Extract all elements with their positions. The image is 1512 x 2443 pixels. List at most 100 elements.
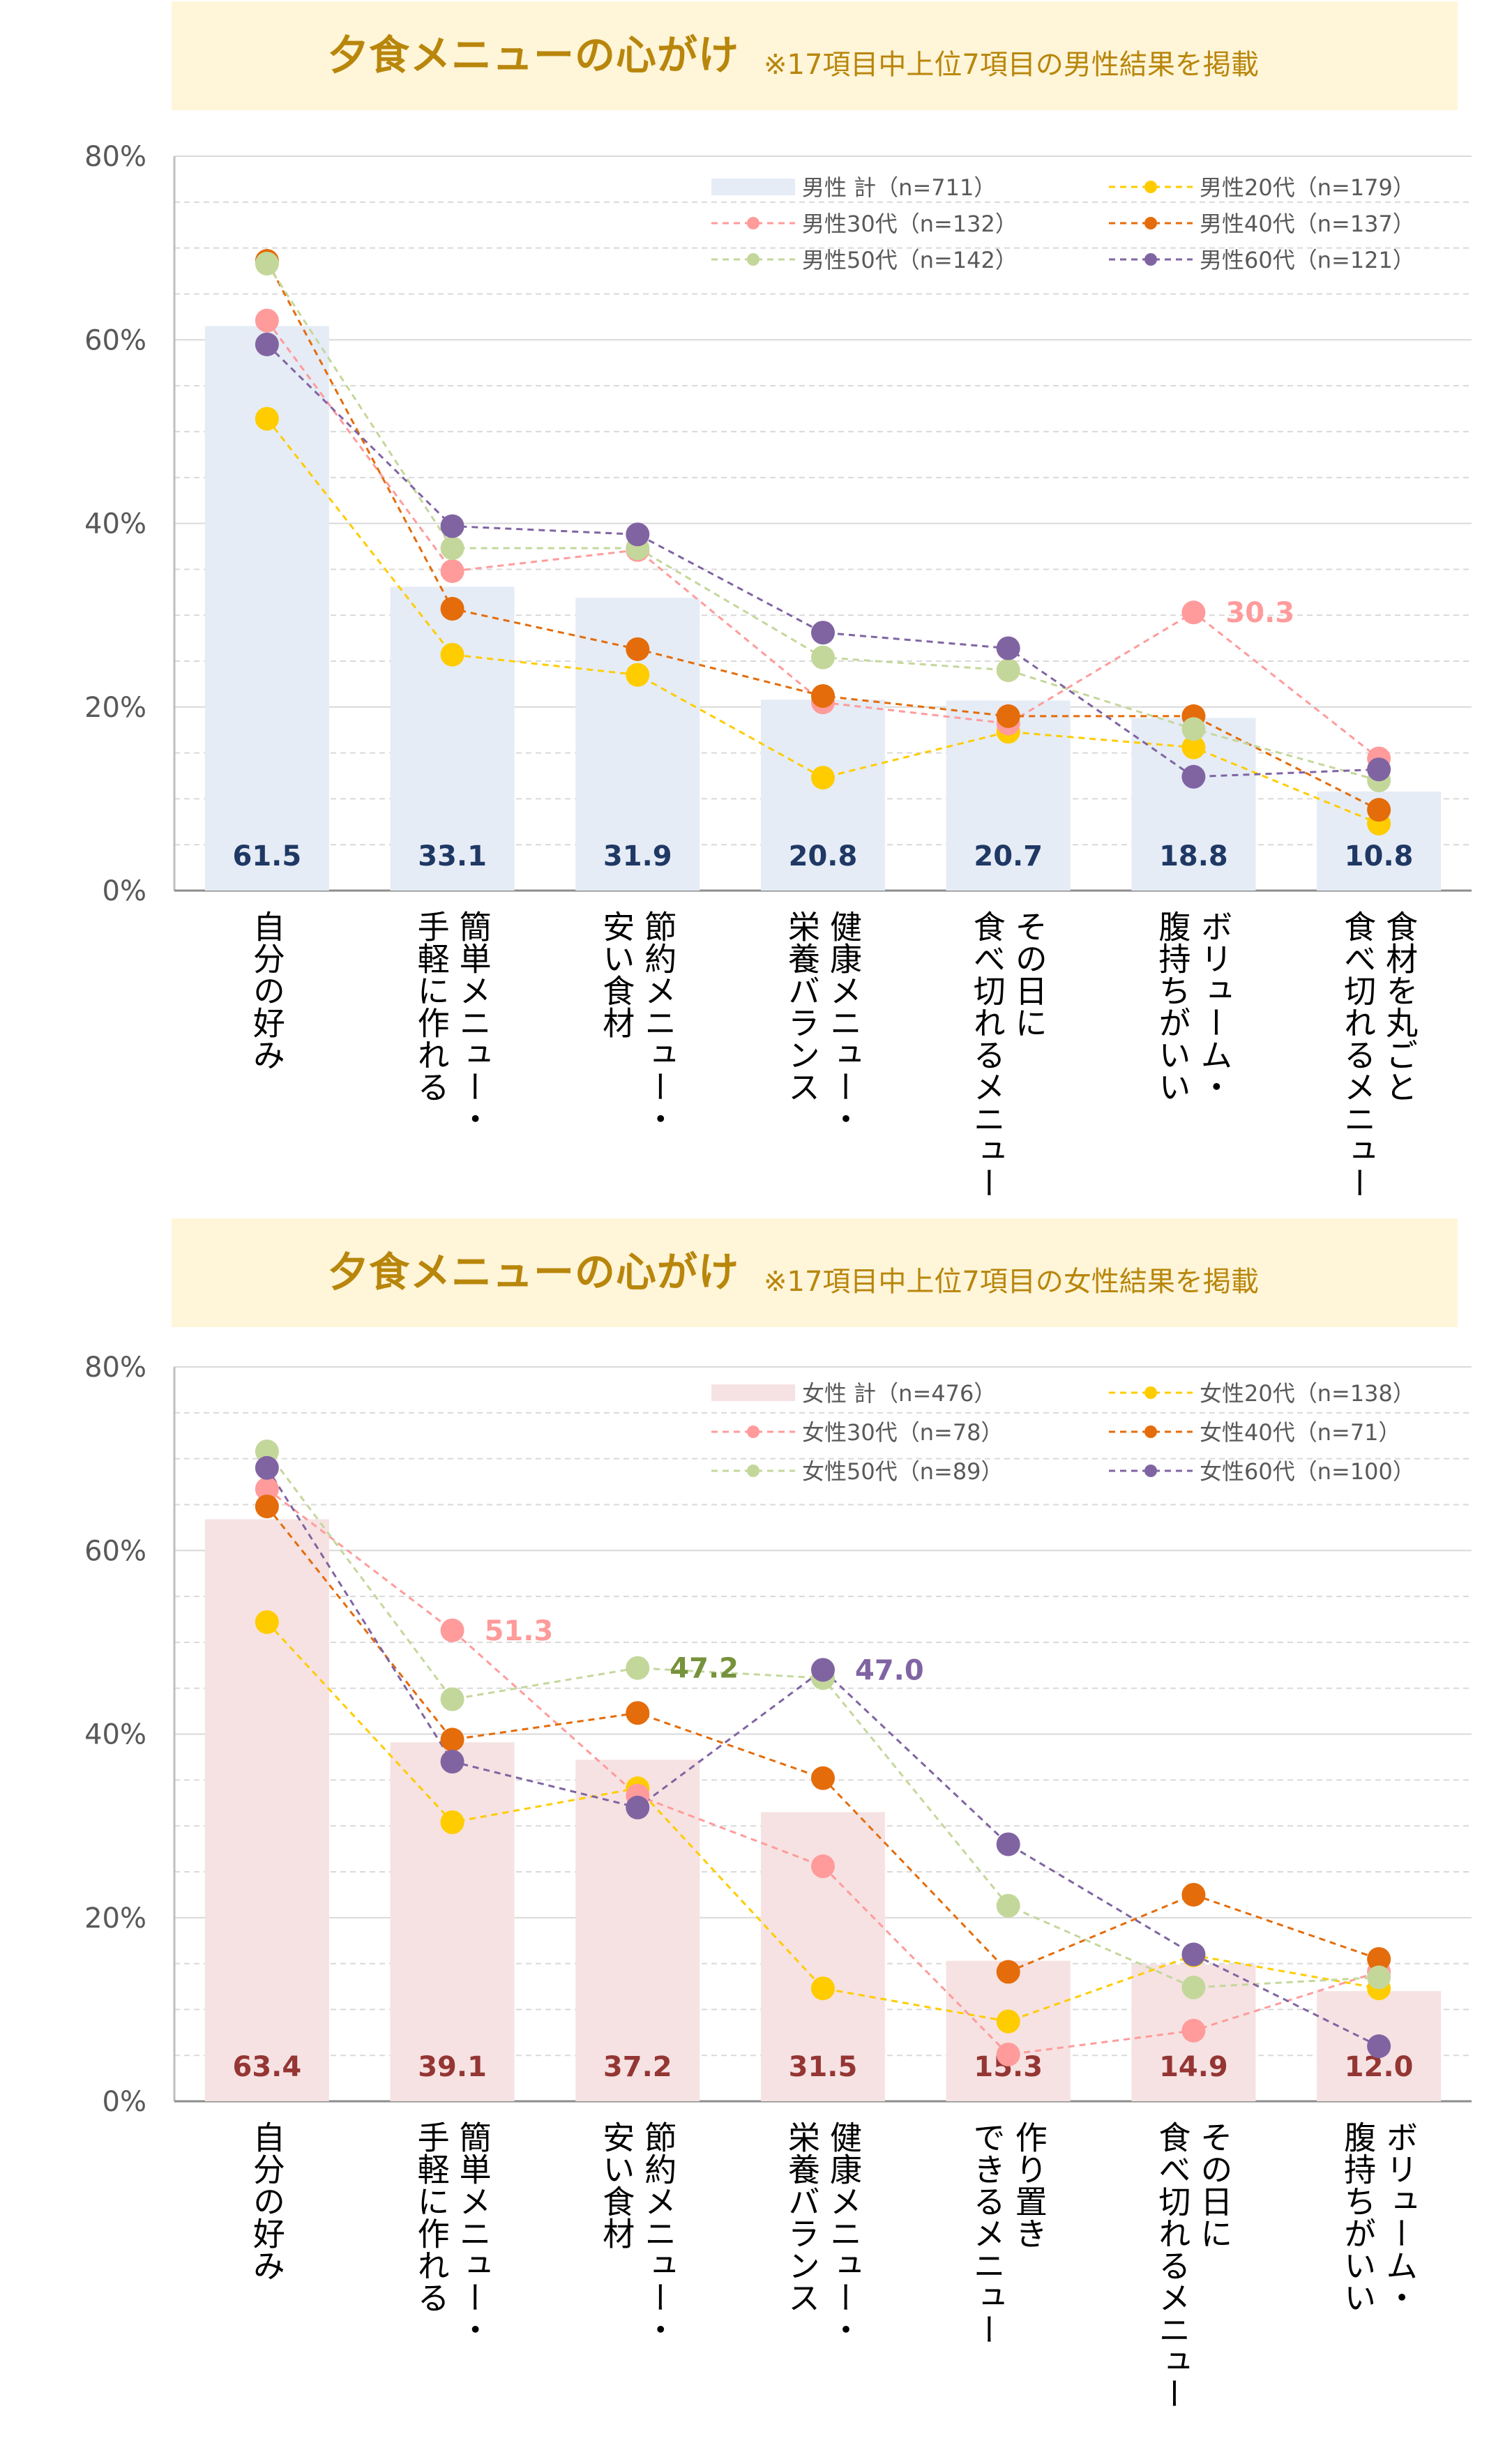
male-chart-category-label: 自分の好み [248, 910, 286, 1071]
male-chart-bar-value-label: 61.5 [233, 840, 302, 872]
female-chart-category-label: 安い食材 [598, 2121, 635, 2249]
male-chart-category-label: 手軽に作れる [413, 910, 451, 1103]
female-chart-y-tick-label: 0% [103, 2086, 146, 2118]
female-chart-series-point [255, 1477, 279, 1502]
female-chart-bar-value-label: 39.1 [418, 2051, 487, 2083]
female-chart-series-point [255, 1455, 279, 1480]
female-chart-legend-label: 女性60代（n=100） [1200, 1458, 1415, 1485]
male-chart-series-point [440, 596, 464, 621]
female-chart-category-label: ボリューム・ [1381, 2121, 1419, 2313]
female-chart-category-label: できるメニュー [969, 2121, 1006, 2345]
male-chart-y-tick-label: 60% [84, 324, 146, 356]
male-chart-y-tick-label: 40% [84, 508, 146, 540]
male-chart-series-point [255, 407, 279, 431]
female-chart-bar-value-label: 37.2 [603, 2051, 672, 2083]
male-chart-series-point [255, 308, 279, 333]
female-chart-annotation-label: 47.0 [855, 1654, 924, 1686]
male-chart-series-point [1181, 717, 1206, 741]
female-chart-y-tick-label: 80% [84, 1352, 146, 1384]
male-chart-header [172, 1, 1458, 110]
female-chart-series-point [1367, 1946, 1391, 1971]
male-chart-series-point [1181, 735, 1206, 759]
female-chart-annotation-label: 47.2 [670, 1653, 739, 1685]
female-chart-category-label: 簡単メニュー・ [455, 2121, 492, 2345]
female-chart-category-label: 自分の好み [248, 2121, 286, 2281]
female-chart-series-point [996, 2009, 1020, 2034]
male-chart-series-point [440, 559, 464, 583]
male-chart-category-label: 栄養バランス [783, 910, 821, 1103]
female-chart-series-point [811, 1976, 835, 2001]
male-chart-y-tick-label: 80% [84, 141, 146, 173]
female-chart-series-point [1367, 1965, 1391, 1990]
female-chart-category-label: 食べ切れるメニュー [1154, 2121, 1191, 2410]
female-chart-category-label: 節約メニュー・ [640, 2121, 677, 2345]
male-chart-legend-marker [1144, 217, 1157, 229]
male-chart-series-point [440, 514, 464, 538]
female-chart-category-label: その日に [1195, 2121, 1233, 2249]
female-chart-legend-label: 女性20代（n=138） [1200, 1380, 1415, 1407]
male-chart-legend-marker [747, 217, 759, 229]
female-chart-category-label: 手軽に作れる [413, 2121, 451, 2313]
female-chart-category-label: 腹持ちがいい [1339, 2121, 1377, 2313]
male-chart-series-point [996, 636, 1020, 660]
male-chart-series-point [811, 621, 835, 645]
male-chart-series-point [626, 637, 650, 661]
male-chart-bar-value-label: 18.8 [1159, 840, 1228, 872]
male-chart-series-point [1181, 764, 1206, 789]
female-chart-series-point [1181, 2018, 1206, 2043]
female-chart-legend-label: 女性30代（n=78） [802, 1419, 1004, 1446]
female-chart-header [172, 1218, 1458, 1327]
female-chart-series-point [626, 1656, 650, 1680]
female-chart-category-label: 作り置き [1011, 2121, 1048, 2249]
female-chart-title: 夕食メニューの心がけ [328, 1248, 740, 1296]
male-chart-series-point [1367, 798, 1391, 822]
male-chart-series-point [811, 645, 835, 670]
female-chart-series-point [811, 1854, 835, 1879]
male-chart-series-point [1367, 757, 1391, 782]
male-chart-category-label: 健康メニュー・ [825, 910, 863, 1135]
male-chart-category-label: 安い食材 [598, 910, 635, 1038]
male-chart-legend-label: 男性20代（n=179） [1200, 174, 1415, 201]
female-chart-series-point [440, 1687, 464, 1711]
male-chart-y-tick-label: 0% [103, 875, 146, 907]
female-chart-y-tick-label: 40% [84, 1719, 146, 1751]
male-chart-category-label: 食べ切れるメニュー [1339, 910, 1377, 1199]
female-chart-panel: 夕食メニューの心がけ ※17項目中上位7項目の女性結果を掲載 0% 20% 40% 6… [0, 1217, 1512, 2443]
male-chart-y-tick-label: 20% [84, 692, 146, 724]
female-chart-series-point [255, 1495, 279, 1519]
male-chart-bar [761, 699, 885, 891]
female-chart-series-point [811, 1658, 835, 1682]
male-chart-bar-value-label: 20.8 [789, 840, 858, 872]
female-chart-series-point [626, 1701, 650, 1725]
male-chart-legend-marker [1144, 181, 1157, 193]
male-chart-svg: 0% 20% 40% 60% 80% 61.5 33.1 31.9 20.8 20.7 18.8 10… [84, 141, 1472, 1199]
female-chart-series-point [1181, 1882, 1206, 1907]
female-chart-y-tick-label: 60% [84, 1535, 146, 1567]
male-chart-bar-value-label: 10.8 [1345, 840, 1414, 872]
male-chart-bar-value-label: 31.9 [603, 840, 672, 872]
female-chart-series-point [996, 2042, 1020, 2066]
female-chart-legend-label: 女性 計（n=476） [802, 1380, 996, 1407]
male-chart-bar [390, 587, 515, 891]
male-chart-category-label: 食材を丸ごと [1381, 910, 1419, 1103]
female-chart-series-point [1181, 1975, 1206, 1999]
female-chart-bar [390, 1742, 515, 2101]
male-chart-series-point [440, 642, 464, 667]
female-chart-series-point [255, 1439, 279, 1464]
male-chart-legend-label: 男性 計（n=711） [802, 174, 996, 201]
male-chart-bar-value-label: 20.7 [974, 840, 1043, 872]
male-chart-category-label: 腹持ちがいい [1154, 910, 1191, 1103]
male-chart-legend-marker [1144, 253, 1157, 266]
male-chart-subtitle: ※17項目中上位7項目の男性結果を掲載 [764, 49, 1259, 81]
female-chart-series-point [996, 1893, 1020, 1918]
male-chart-series-point [255, 332, 279, 356]
female-chart-series-point [811, 1766, 835, 1790]
female-chart-legend-label: 女性40代（n=71） [1200, 1419, 1401, 1446]
female-chart-series-point [440, 1749, 464, 1773]
female-chart-subtitle: ※17項目中上位7項目の女性結果を掲載 [764, 1266, 1259, 1298]
female-chart-series-point [626, 1795, 650, 1820]
male-chart-bar-value-label: 33.1 [418, 840, 487, 872]
female-chart-svg: 0%20%40%60%80%63.4 39.1 37.2 31.5 15.3 14.9 12… [84, 1352, 1472, 2410]
female-chart-legend-marker [747, 1425, 759, 1438]
male-chart-series-point [811, 683, 835, 708]
